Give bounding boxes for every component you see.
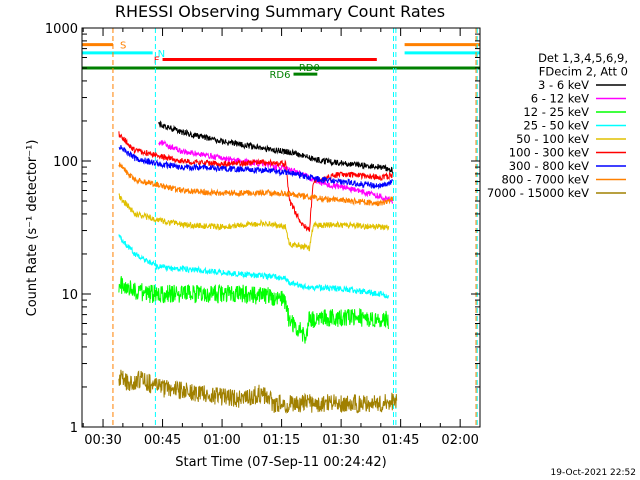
y-tick-label-10: 10 (61, 288, 78, 303)
series-line-800-7000-kev (118, 162, 394, 207)
series-line-300-800-kev (118, 144, 394, 190)
chart-title: RHESSI Observing Summary Count Rates (115, 2, 445, 21)
flag-label-f: F (154, 55, 160, 66)
plot-frame (81, 27, 481, 428)
legend-label-800-7000-kev: 800 - 7000 keV (501, 173, 589, 187)
legend-label-6-12-kev: 6 - 12 keV (531, 92, 589, 106)
legend-label-12-25-kev: 12 - 25 keV (523, 105, 589, 119)
series-line-6-12-kev (158, 139, 394, 204)
series-line-12-25-kev (118, 276, 390, 344)
legend-header-0: Det 1,3,4,5,6,9, (538, 51, 628, 65)
axis-ticks: 00:30 00:45 01:00 01:15 01:30 01:45 02:00 1 10 10… (45, 22, 481, 448)
series-line-3-6-kev (158, 120, 394, 174)
y-tick-label-100: 100 (53, 155, 78, 170)
x-tick-label-00-30: 00:30 (84, 433, 121, 448)
y-axis-label: Count Rate (s⁻¹ detector⁻¹) (25, 140, 40, 317)
legend-label-7000-15000-kev: 7000 - 15000 keV (487, 186, 589, 200)
flag-label-rd0: RD0 (299, 63, 320, 74)
flag-label-rd6: RD6 (269, 70, 290, 81)
series-line-50-100-kev (118, 193, 390, 252)
x-tick-label-01-15: 01:15 (263, 433, 300, 448)
footer-timestamp: 19-Oct-2021 22:52 (551, 468, 636, 478)
series-line-100-300-kev (118, 131, 394, 232)
x-tick-label-01-30: 01:30 (322, 433, 359, 448)
x-tick-label-01-45: 01:45 (382, 433, 419, 448)
legend-label-300-800-kev: 300 - 800 keV (509, 159, 589, 173)
legend: Det 1,3,4,5,6,9,FDecim 2, Att 03 - 6 keV… (487, 51, 628, 200)
x-axis-label: Start Time (07-Sep-11 00:24:42) (175, 455, 386, 470)
series-line-7000-15000-kev (118, 369, 398, 414)
legend-label-50-100-kev: 50 - 100 keV (516, 132, 589, 146)
series-line-25-50-kev (118, 234, 390, 299)
x-tick-label-02-00: 02:00 (441, 433, 478, 448)
y-tick-label-1000: 1000 (45, 22, 78, 37)
attenuator-markers (112, 28, 478, 427)
legend-label-25-50-kev: 25 - 50 keV (523, 119, 589, 133)
x-tick-label-01-00: 01:00 (203, 433, 240, 448)
flag-label-s: S (120, 41, 126, 52)
flag-label-n: N (158, 49, 165, 60)
series-lines (118, 120, 398, 414)
legend-label-100-300-kev: 100 - 300 keV (509, 146, 589, 160)
legend-header-1: FDecim 2, Att 0 (539, 65, 628, 79)
flag-bars: S NF RD0 RD6 (82, 41, 480, 81)
x-tick-label-00-45: 00:45 (144, 433, 181, 448)
legend-label-3-6-kev: 3 - 6 keV (538, 78, 589, 92)
y-tick-label-1: 1 (70, 421, 78, 436)
